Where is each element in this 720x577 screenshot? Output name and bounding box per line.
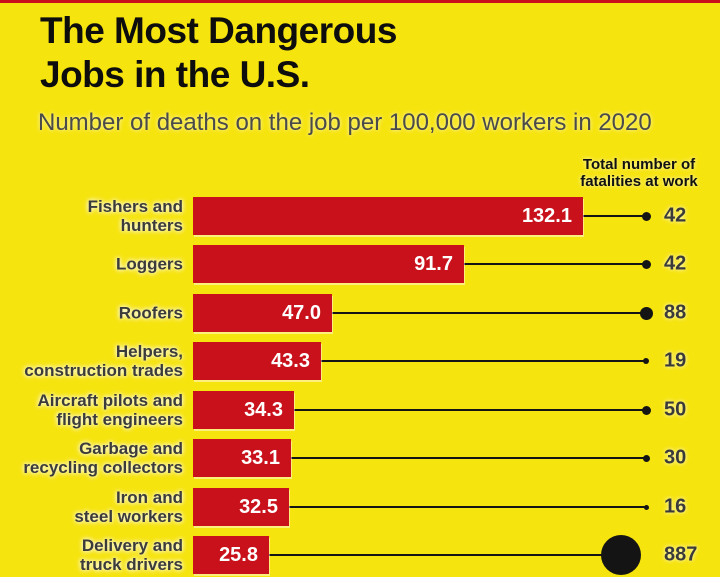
fatality-count: 887 — [664, 543, 698, 566]
bar-2: 91.7 — [193, 245, 464, 283]
connector-line — [330, 312, 646, 314]
fatality-count: 30 — [664, 446, 687, 469]
connector-line — [267, 554, 621, 556]
top-border-strip — [0, 0, 720, 3]
page-title-line2: Jobs in the U.S. — [40, 54, 310, 95]
bar-4: 43.3 — [193, 342, 321, 380]
connector-line — [287, 506, 646, 508]
fatality-count: 19 — [664, 349, 687, 372]
fatality-dot — [641, 259, 651, 269]
category-label-line: construction trades — [24, 361, 183, 380]
category-label-line: Loggers — [115, 254, 183, 274]
fatality-count: 42 — [664, 204, 687, 227]
fatality-dot — [641, 211, 651, 221]
page-title-line1: The Most Dangerous — [40, 10, 397, 51]
connector-line — [289, 457, 646, 459]
legend-heading-line2: fatalities at work — [580, 173, 698, 190]
fatality-dot — [643, 504, 649, 510]
category-label: Roofers — [0, 304, 183, 323]
fatality-dot — [642, 454, 650, 462]
category-label: Helpers, construction trades — [0, 342, 183, 380]
bar-value: 132.1 — [521, 205, 572, 227]
fatality-count: 16 — [664, 495, 687, 518]
bar-8: 25.8 — [193, 536, 269, 574]
legend-heading: Total number of fatalities at work — [569, 156, 709, 190]
fatality-dot — [641, 405, 651, 415]
category-label: Aircraft pilots and flight engineers — [0, 391, 183, 429]
bar-5: 34.3 — [193, 391, 294, 429]
category-label-line: truck drivers — [80, 555, 183, 574]
fatality-count: 88 — [664, 301, 687, 324]
bar-value: 25.8 — [219, 544, 258, 566]
bar-value: 34.3 — [244, 399, 283, 421]
fatality-count: 50 — [664, 398, 687, 421]
category-label-line: Iron and — [115, 488, 183, 507]
legend-heading-line1: Total number of — [582, 156, 696, 173]
category-label-line: Aircraft pilots and — [37, 391, 183, 410]
category-label-line: recycling collectors — [23, 458, 183, 477]
bar-3: 47.0 — [193, 294, 332, 332]
connector-line — [319, 360, 646, 362]
bar-value: 43.3 — [271, 350, 310, 372]
category-label-line: Garbage and — [79, 439, 183, 458]
fatality-count: 42 — [664, 252, 687, 275]
connector-line — [462, 263, 646, 265]
bar-value: 47.0 — [282, 302, 321, 324]
category-label-line: Delivery and — [81, 536, 183, 555]
category-label: Fishers and hunters — [0, 197, 183, 235]
category-label-line: hunters — [120, 216, 183, 235]
category-label-line: flight engineers — [56, 410, 183, 429]
connector-line — [581, 215, 646, 217]
bar-value: 91.7 — [414, 253, 453, 275]
bar-6: 33.1 — [193, 439, 291, 477]
category-label-line: Roofers — [118, 303, 183, 323]
bar-7: 32.5 — [193, 488, 289, 526]
connector-line — [292, 409, 646, 411]
chart-subtitle: Number of deaths on the job per 100,000 … — [38, 109, 652, 136]
bar-value: 33.1 — [241, 447, 280, 469]
fatality-dot — [601, 535, 641, 575]
category-label-line: steel workers — [74, 507, 183, 526]
category-label: Iron and steel workers — [0, 488, 183, 526]
fatality-dot — [643, 358, 649, 364]
category-label: Garbage and recycling collectors — [0, 439, 183, 477]
bar-value: 32.5 — [239, 496, 278, 518]
page-title: The Most Dangerous Jobs in the U.S. — [40, 9, 397, 97]
bar-1: 132.1 — [193, 197, 583, 235]
category-label: Loggers — [0, 255, 183, 274]
fatality-dot — [639, 306, 653, 320]
category-label-line: Helpers, — [115, 342, 183, 361]
category-label: Delivery and truck drivers — [0, 536, 183, 574]
category-label-line: Fishers and — [87, 197, 183, 216]
